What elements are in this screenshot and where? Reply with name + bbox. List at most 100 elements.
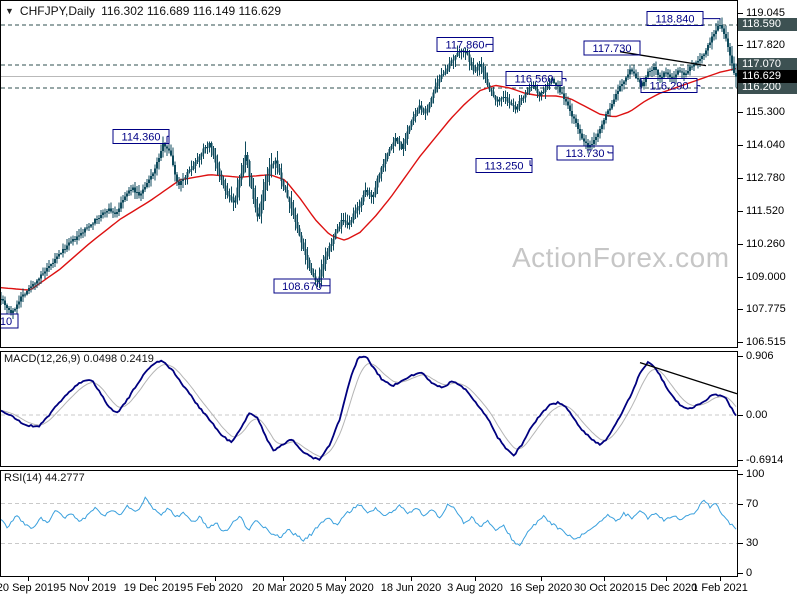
axis-tick-mark bbox=[737, 309, 743, 311]
symbol-timeframe-label: CHFJPY,Daily bbox=[19, 4, 96, 18]
axis-tick-mark bbox=[737, 277, 743, 279]
level-axis-box: 116.200 bbox=[738, 80, 797, 94]
panel-border bbox=[0, 351, 738, 467]
price-annotation-113.250[interactable]: 113.250 bbox=[475, 157, 533, 173]
date-axis-label: 18 Jun 2020 bbox=[380, 582, 442, 594]
date-tick-mark bbox=[604, 577, 605, 581]
axis-tick-mark bbox=[737, 415, 743, 417]
date-tick-mark bbox=[720, 577, 721, 581]
price-axis-label: 112.780 bbox=[746, 171, 785, 184]
price-annotation-114.360[interactable]: 114.360 bbox=[112, 128, 170, 145]
ohlc-values: 116.302 116.689 116.149 116.629 bbox=[101, 4, 282, 18]
svg-text:114.360: 114.360 bbox=[122, 131, 161, 143]
date-axis-label: 1 Feb 2021 bbox=[692, 582, 748, 594]
level-axis-box: 118.590 bbox=[738, 18, 797, 32]
macd-axis-label: -0.6914 bbox=[746, 453, 784, 466]
macd-signal-line[interactable] bbox=[0, 362, 737, 458]
price-annotation-117.730[interactable]: 117.730 bbox=[583, 40, 641, 56]
panel-border bbox=[0, 0, 738, 348]
date-axis-label: 30 Oct 2020 bbox=[574, 582, 634, 594]
price-annotation-116.560[interactable]: 116.560 bbox=[505, 71, 567, 87]
axis-tick-mark bbox=[737, 543, 743, 545]
axis-tick-mark bbox=[737, 177, 743, 179]
date-axis-label: 3 Aug 2020 bbox=[447, 582, 503, 594]
rsi-chart-canvas[interactable] bbox=[0, 470, 738, 577]
current-price-axis-box: 116.629 bbox=[738, 69, 797, 83]
svg-text:118.840: 118.840 bbox=[656, 14, 695, 26]
axis-tick-mark bbox=[737, 13, 743, 15]
axis-tick-mark bbox=[737, 573, 743, 575]
rsi-axis-label: 100 bbox=[746, 467, 765, 480]
svg-text:116.290: 116.290 bbox=[650, 81, 689, 93]
price-axis-label: 114.040 bbox=[746, 138, 785, 151]
macd-axis-label: 0.906 bbox=[746, 350, 774, 363]
price-axis-label: 109.000 bbox=[746, 271, 786, 284]
date-tick-mark bbox=[215, 577, 216, 581]
axis-tick-mark bbox=[737, 342, 743, 344]
svg-text:10: 10 bbox=[0, 316, 12, 328]
axis-tick-mark bbox=[737, 144, 743, 146]
date-tick-mark bbox=[283, 577, 284, 581]
price-axis-label: 115.300 bbox=[746, 105, 785, 118]
rsi-axis-label: 0 bbox=[746, 567, 753, 580]
chart-title: ▼ CHFJPY,Daily 116.302 116.689 116.149 1… bbox=[5, 4, 281, 18]
date-tick-mark bbox=[155, 577, 156, 581]
price-annotation-113.730[interactable]: 113.730 bbox=[556, 145, 614, 161]
collapse-indicator-icon[interactable]: ▼ bbox=[5, 6, 14, 16]
price-annotation-117.860[interactable]: 117.860 bbox=[436, 36, 494, 52]
price-trendline[interactable] bbox=[619, 51, 707, 67]
macd-indicator-label: MACD(12,26,9) 0.0498 0.2419 bbox=[4, 353, 154, 365]
date-tick-mark bbox=[411, 577, 412, 581]
price-axis-label: 107.775 bbox=[746, 303, 786, 316]
moving-average-line[interactable] bbox=[0, 67, 737, 291]
price-axis-label: 111.520 bbox=[746, 204, 785, 217]
date-tick-mark bbox=[541, 577, 542, 581]
axis-tick-mark bbox=[737, 473, 743, 475]
date-axis-label: 5 Feb 2020 bbox=[187, 582, 243, 594]
date-axis-label: 20 Mar 2020 bbox=[252, 582, 314, 594]
price-annotation-118.840[interactable]: 118.840 bbox=[646, 11, 721, 27]
watermark: ActionForex.com bbox=[512, 242, 730, 273]
axis-tick-mark bbox=[737, 45, 743, 47]
panel-border bbox=[0, 470, 738, 577]
axis-tick-mark bbox=[737, 503, 743, 505]
price-axis-label: 110.260 bbox=[746, 237, 785, 250]
date-tick-mark bbox=[475, 577, 476, 581]
svg-text:113.250: 113.250 bbox=[485, 160, 524, 172]
price-annotation-108.670[interactable]: 108.670 bbox=[273, 278, 331, 294]
axis-tick-mark bbox=[737, 356, 743, 358]
price-chart-canvas[interactable]: 118.840 117.860 117.730 116.560 116.290 114.3… bbox=[0, 0, 738, 348]
date-axis-label: 15 Dec 2020 bbox=[634, 582, 698, 594]
svg-text:113.730: 113.730 bbox=[566, 148, 605, 160]
date-axis-label: 5 May 2020 bbox=[316, 582, 374, 594]
date-axis-label: 20 Sep 2019 bbox=[0, 582, 60, 594]
price-axis-label: 119.045 bbox=[746, 7, 785, 20]
svg-text:116.560: 116.560 bbox=[515, 74, 554, 86]
candlestick-series[interactable] bbox=[0, 17, 737, 320]
date-tick-mark bbox=[28, 577, 29, 581]
level-axis-box: 117.070 bbox=[738, 58, 797, 72]
rsi-axis-label: 70 bbox=[746, 497, 759, 510]
svg-text:117.860: 117.860 bbox=[446, 39, 485, 51]
rsi-indicator-label: RSI(14) 44.2777 bbox=[4, 472, 85, 484]
rsi-axis-label: 30 bbox=[746, 537, 759, 550]
svg-text:117.730: 117.730 bbox=[593, 43, 632, 55]
date-tick-mark bbox=[345, 577, 346, 581]
date-axis-label: 5 Nov 2019 bbox=[59, 582, 117, 594]
axis-tick-mark bbox=[737, 111, 743, 113]
macd-trendline[interactable] bbox=[639, 362, 738, 395]
date-axis-label: 16 Sep 2020 bbox=[509, 582, 573, 594]
svg-text:108.670: 108.670 bbox=[282, 281, 322, 293]
price-axis-label: 117.820 bbox=[746, 39, 785, 52]
axis-tick-mark bbox=[737, 210, 743, 212]
date-axis-label: 19 Dec 2019 bbox=[123, 582, 187, 594]
date-tick-mark bbox=[88, 577, 89, 581]
price-axis-label: 106.515 bbox=[746, 336, 786, 349]
price-annotation-10[interactable]: 10 bbox=[0, 313, 19, 329]
date-tick-mark bbox=[666, 577, 667, 581]
rsi-line[interactable] bbox=[0, 496, 737, 547]
macd-line[interactable] bbox=[0, 355, 737, 461]
price-annotation-116.290[interactable]: 116.290 bbox=[640, 78, 701, 94]
macd-chart-canvas[interactable] bbox=[0, 351, 738, 467]
